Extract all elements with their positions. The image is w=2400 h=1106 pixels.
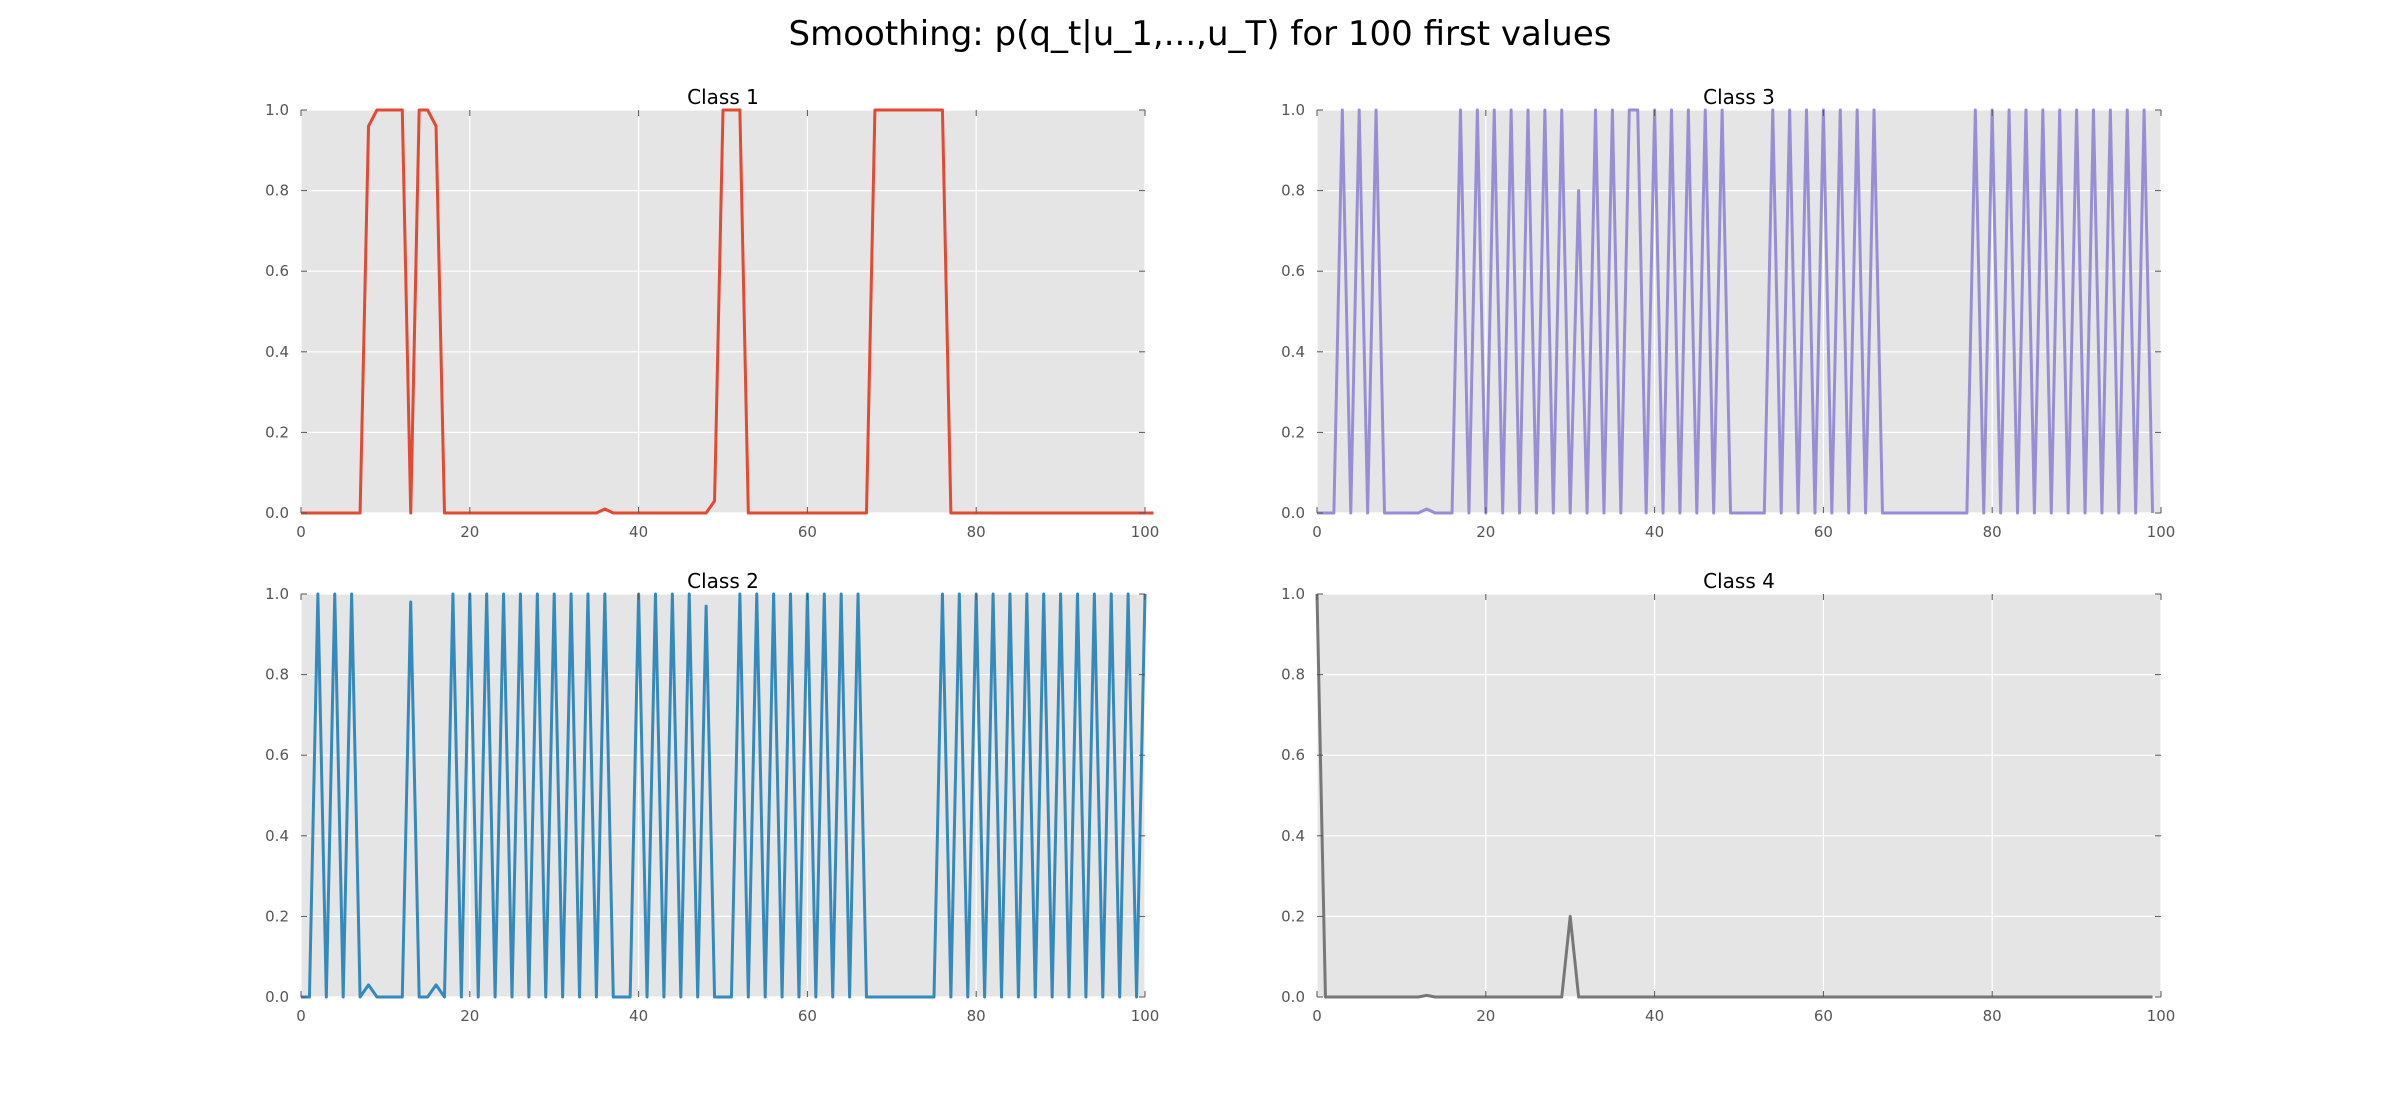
y-tick-label: 0.4 xyxy=(265,343,289,361)
y-tick-label: 0.6 xyxy=(1281,262,1305,280)
y-tick-label: 0.4 xyxy=(1281,343,1305,361)
series-line-class-3 xyxy=(1317,108,2155,515)
y-tick-label: 0.0 xyxy=(1281,504,1305,522)
x-tick-label: 80 xyxy=(967,523,986,541)
y-tick-label: 0.0 xyxy=(1281,988,1305,1006)
series-line-class-1 xyxy=(301,108,1154,515)
y-tick-label: 0.0 xyxy=(265,504,289,522)
x-tick-label: 100 xyxy=(1131,1007,1160,1025)
x-tick-label: 0 xyxy=(296,1007,306,1025)
x-tick-label: 20 xyxy=(1476,523,1495,541)
panel-class-4: 0 20 40 60 80 100 0.0 0.2 0.4 0.6 0.8 1.0 Class 4 xyxy=(1281,569,2175,1025)
x-tick-label: 60 xyxy=(1814,523,1833,541)
x-tick-label: 100 xyxy=(2147,1007,2176,1025)
x-tick-label: 60 xyxy=(1814,1007,1833,1025)
y-tick-label: 0.2 xyxy=(265,423,289,441)
panel-title: Class 4 xyxy=(1703,569,1775,593)
y-tick-label: 0.6 xyxy=(1281,746,1305,764)
x-tick-label: 80 xyxy=(1983,523,2002,541)
y-tick-label: 1.0 xyxy=(1281,585,1305,603)
panel-title: Class 1 xyxy=(687,85,759,109)
series-line-class-2 xyxy=(301,592,1147,999)
y-tick-label: 0.0 xyxy=(265,988,289,1006)
chart-title: Smoothing: p(q_t|u_1,...,u_T) for 100 fi… xyxy=(788,14,1612,54)
x-tick-label: 20 xyxy=(460,1007,479,1025)
panel-title: Class 3 xyxy=(1703,85,1775,109)
x-tick-label: 100 xyxy=(1131,523,1160,541)
x-tick-label: 40 xyxy=(1645,523,1664,541)
x-tick-label: 20 xyxy=(1476,1007,1495,1025)
series-line-class-4 xyxy=(1315,593,2153,999)
x-tick-label: 40 xyxy=(629,523,648,541)
x-tick-label: 100 xyxy=(2147,523,2176,541)
panel-title: Class 2 xyxy=(687,569,759,593)
y-tick-label: 0.8 xyxy=(265,666,289,684)
x-tick-label: 0 xyxy=(1312,1007,1322,1025)
y-tick-label: 0.8 xyxy=(1281,182,1305,200)
x-tick-label: 80 xyxy=(1983,1007,2002,1025)
x-tick-label: 0 xyxy=(1312,523,1322,541)
x-tick-label: 40 xyxy=(1645,1007,1664,1025)
y-tick-label: 0.8 xyxy=(265,182,289,200)
y-tick-label: 0.2 xyxy=(1281,423,1305,441)
x-tick-label: 40 xyxy=(629,1007,648,1025)
y-tick-label: 0.8 xyxy=(1281,666,1305,684)
x-tick-label: 20 xyxy=(460,523,479,541)
y-tick-label: 0.4 xyxy=(1281,827,1305,845)
y-tick-label: 1.0 xyxy=(265,585,289,603)
x-tick-label: 60 xyxy=(798,523,817,541)
x-tick-label: 80 xyxy=(967,1007,986,1025)
y-tick-label: 0.2 xyxy=(265,907,289,925)
y-tick-label: 1.0 xyxy=(1281,101,1305,119)
panel-class-1: 0 20 40 60 80 100 0.0 0.2 0.4 0.6 0.8 1.0 Class 1 xyxy=(265,85,1159,541)
plot-area xyxy=(1317,594,2161,997)
panel-class-2: 0 20 40 60 80 100 0.0 0.2 0.4 0.6 0.8 1.0 Class 2 xyxy=(265,569,1159,1025)
x-tick-label: 60 xyxy=(798,1007,817,1025)
x-tick-label: 0 xyxy=(296,523,306,541)
panel-class-3: 0 20 40 60 80 100 0.0 0.2 0.4 0.6 0.8 1.0 Class 3 xyxy=(1281,85,2175,541)
y-tick-label: 0.4 xyxy=(265,827,289,845)
y-tick-label: 0.2 xyxy=(1281,907,1305,925)
y-tick-label: 0.6 xyxy=(265,262,289,280)
y-tick-label: 1.0 xyxy=(265,101,289,119)
y-tick-label: 0.6 xyxy=(265,746,289,764)
